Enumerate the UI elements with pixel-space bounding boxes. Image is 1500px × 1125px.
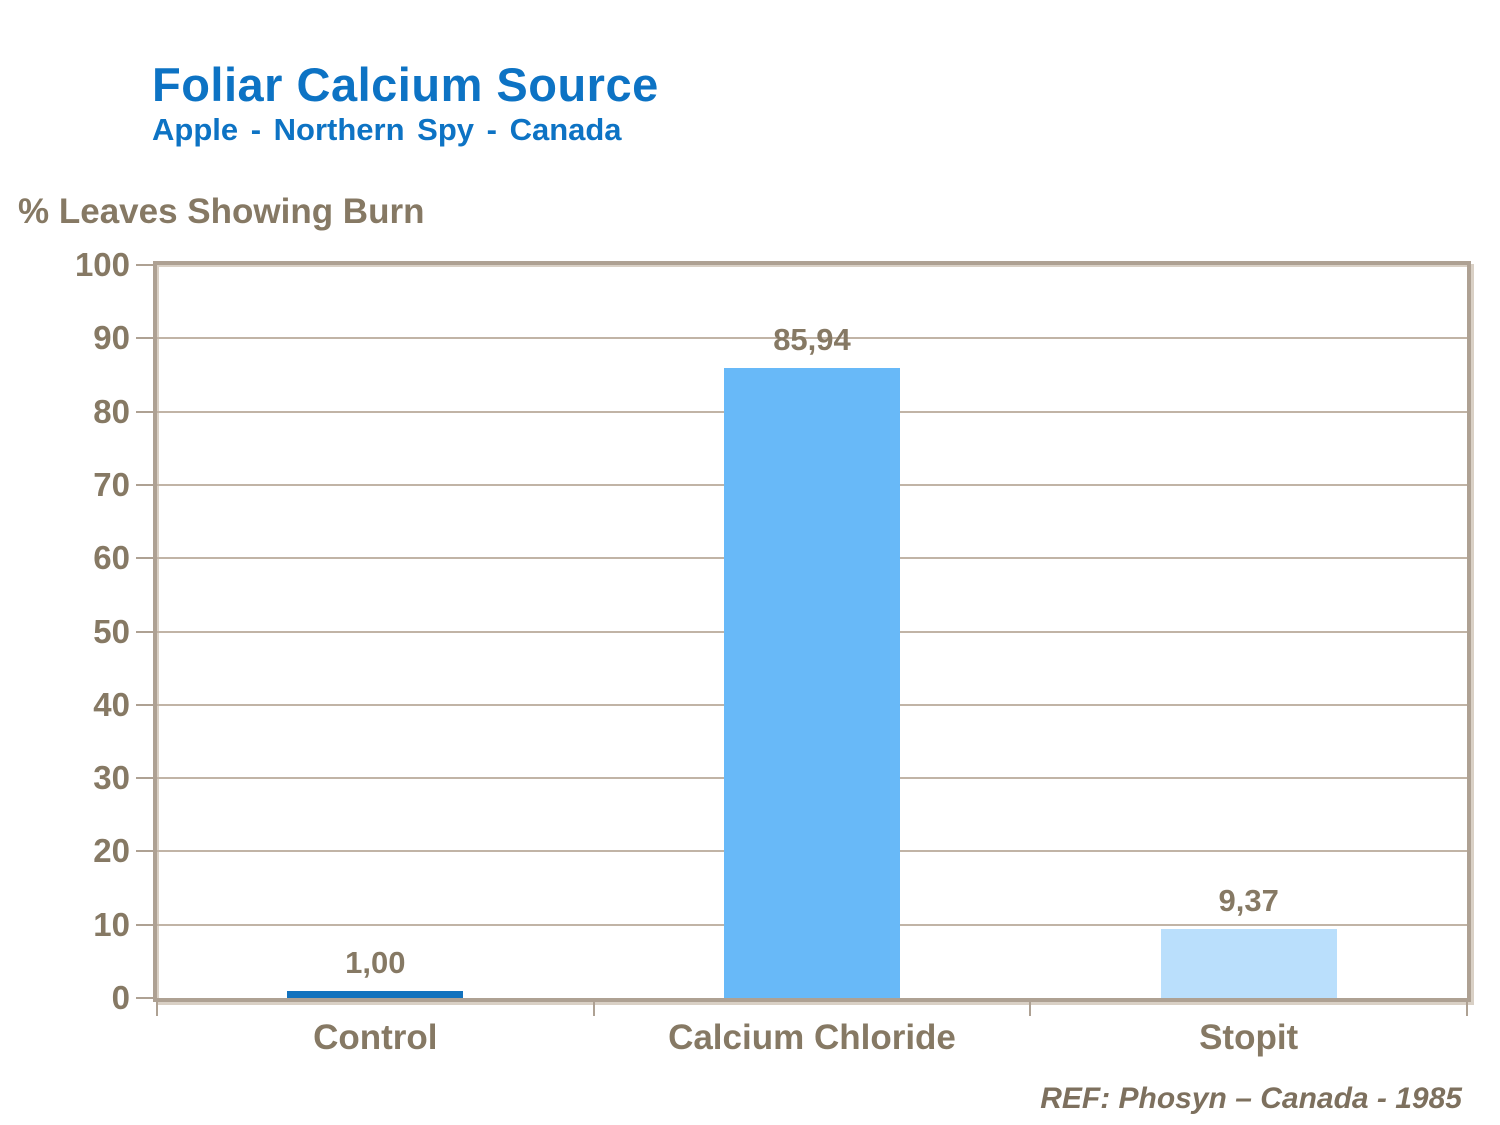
y-axis-title: % Leaves Showing Burn xyxy=(18,192,425,231)
y-tick-mark xyxy=(136,557,157,560)
y-tick-mark xyxy=(136,483,157,486)
y-tick-label: 60 xyxy=(93,539,130,577)
y-tick-mark xyxy=(136,850,157,853)
plot-area xyxy=(157,265,1467,998)
y-tick-label: 20 xyxy=(93,832,130,870)
y-tick-mark xyxy=(136,923,157,926)
y-tick-mark xyxy=(136,630,157,633)
x-tick-mark xyxy=(592,1001,595,1016)
y-tick-mark xyxy=(136,997,157,999)
x-tick-mark xyxy=(1466,1001,1468,1016)
y-tick-label: 90 xyxy=(93,319,130,357)
chart-title: Foliar Calcium Source xyxy=(152,58,659,111)
category-label-stopit: Stopit xyxy=(1199,1018,1299,1057)
reference-note: REF: Phosyn – Canada - 1985 xyxy=(1040,1082,1462,1115)
x-tick-mark xyxy=(1029,1001,1032,1016)
y-tick-label: 100 xyxy=(74,246,130,283)
y-tick-mark xyxy=(136,410,157,413)
category-label-calcium-chloride: Calcium Chloride xyxy=(668,1018,956,1057)
category-label-control: Control xyxy=(313,1018,438,1057)
y-tick-label: 50 xyxy=(93,612,130,650)
y-tick-label: 30 xyxy=(93,759,130,797)
y-tick-mark xyxy=(136,777,157,780)
y-tick-mark xyxy=(136,703,157,706)
y-tick-label: 70 xyxy=(93,465,130,503)
y-tick-mark xyxy=(136,337,157,340)
y-tick-label: 0 xyxy=(111,979,130,1016)
x-tick-mark xyxy=(156,1001,158,1016)
value-label-control: 1,00 xyxy=(345,944,406,980)
value-label-stopit: 9,37 xyxy=(1218,883,1279,919)
value-label-calcium-chloride: 85,94 xyxy=(773,322,851,358)
chart-subtitle: Apple - Northern Spy - Canada xyxy=(152,112,622,147)
bar-calcium-chloride xyxy=(724,368,900,998)
bar-control xyxy=(287,990,464,998)
y-tick-label: 80 xyxy=(93,392,130,430)
gridline-90 xyxy=(157,337,1467,340)
y-tick-label: 40 xyxy=(93,685,130,723)
bar-stopit xyxy=(1160,929,1337,998)
y-tick-mark xyxy=(136,264,157,266)
y-tick-label: 10 xyxy=(93,905,130,943)
